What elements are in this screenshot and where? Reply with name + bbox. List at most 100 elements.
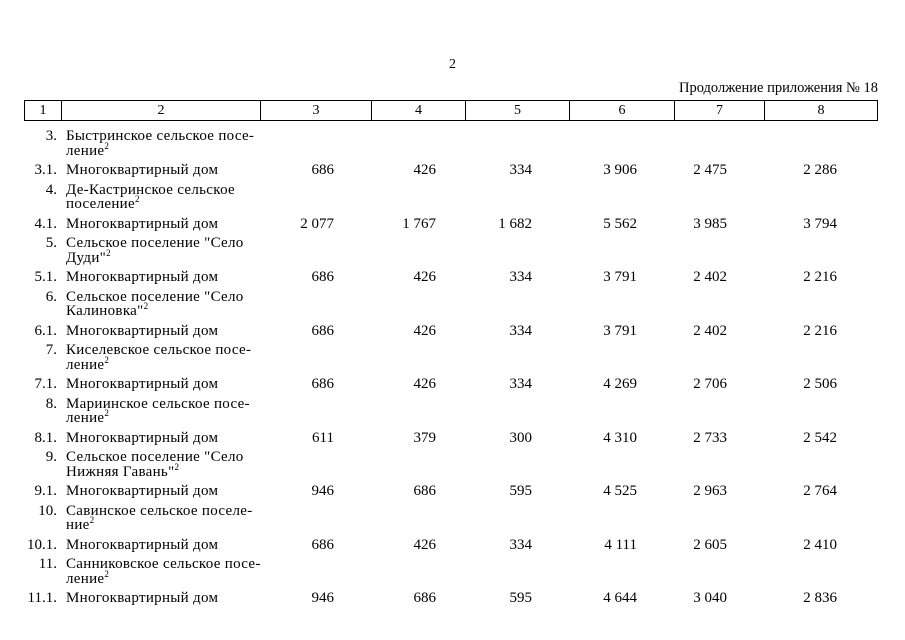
value-cell: 426: [413, 162, 437, 178]
value-cell: [261, 504, 372, 533]
value-cell: 2 402: [693, 322, 727, 339]
row-name-line-1: Многоквартирный дом: [66, 483, 219, 499]
value-cell: [372, 236, 466, 265]
row-name-line-1: Многоквартирный дом: [66, 215, 219, 232]
row-name-line-1: Многоквартирный дом: [66, 376, 219, 392]
settlement-row: 8. Мариинское сельское посе-ление2: [24, 395, 878, 426]
value-cell: [372, 129, 466, 158]
value-cell: 426: [413, 269, 437, 285]
value-cell: [261, 450, 372, 479]
value-cell: [675, 450, 765, 479]
value-cell: [261, 397, 372, 426]
settlement-row: 5. Сельское поселение "Село Дуди"2: [24, 236, 878, 266]
value-cell: [570, 343, 675, 372]
row-name-line-2: ние2: [66, 515, 95, 533]
value-cell: [570, 183, 675, 212]
value-cell: 4 269: [603, 376, 637, 392]
value-cell: 686: [413, 483, 437, 499]
value-cell: 595: [509, 590, 533, 606]
value-cell: [466, 450, 570, 479]
value-cell: [261, 290, 372, 319]
value-cell: 379: [413, 429, 437, 446]
value-cell: 3 040: [693, 590, 727, 606]
value-cell: 2 963: [693, 483, 727, 499]
row-number: 4.1.: [34, 215, 58, 232]
value-cell: [675, 557, 765, 586]
value-cell: 1 682: [498, 215, 532, 232]
row-number: 8.: [45, 395, 57, 412]
column-header-2: 2: [62, 100, 261, 121]
row-name-line-1: Киселевское сельское посе-: [66, 342, 252, 358]
value-cell: 334: [509, 269, 533, 285]
row-number: 7.1.: [34, 376, 58, 392]
value-cell: [570, 290, 675, 319]
row-name-line-1: Санниковское сельское посе-: [66, 556, 261, 572]
value-cell: 300: [509, 429, 533, 446]
value-cell: 2 733: [693, 429, 727, 446]
value-cell: [765, 450, 878, 479]
value-cell: 2 077: [300, 215, 334, 232]
row-name-line-2: ление2: [66, 408, 109, 426]
value-cell: [570, 504, 675, 533]
row-name-line-2: Дуди"2: [66, 247, 111, 266]
row-name-line-1: Многоквартирный дом: [66, 429, 219, 446]
building-row: 10.1. Многоквартирный дом 686 426 334 4 111 2 …: [24, 536, 878, 553]
value-cell: 426: [413, 536, 437, 553]
value-cell: 2 836: [803, 590, 837, 606]
row-number: 8.1.: [34, 429, 58, 446]
value-cell: 2 216: [803, 269, 837, 285]
row-name-line-2: ление2: [66, 354, 109, 373]
row-name: Санниковское сельское посе-ление2: [62, 557, 261, 586]
row-name: Многоквартирный дом: [62, 591, 261, 606]
row-name: Многоквартирный дом: [62, 163, 261, 178]
value-cell: [372, 557, 466, 586]
building-row: 4.1. Многоквартирный дом 2 077 1 767 1 682 5 …: [24, 215, 878, 232]
value-cell: [466, 183, 570, 212]
footnote-marker: 2: [106, 247, 111, 258]
row-name-line-1: Де-Кастринское сельское: [66, 181, 236, 198]
value-cell: 686: [311, 322, 335, 339]
value-cell: 334: [509, 322, 533, 339]
value-cell: [675, 236, 765, 265]
column-header-4: 4: [372, 100, 466, 121]
row-name: Многоквартирный дом: [62, 215, 261, 232]
value-cell: [372, 397, 466, 426]
row-name-line-1: Быстринское сельское посе-: [66, 128, 255, 144]
row-name-line-1: Мариинское сельское посе-: [66, 395, 250, 412]
value-cell: [675, 504, 765, 533]
column-header-1: 1: [24, 100, 62, 121]
row-name: Многоквартирный дом: [62, 377, 261, 392]
row-name-line-1: Многоквартирный дом: [66, 269, 219, 285]
row-number: 5.1.: [34, 269, 58, 285]
value-cell: [372, 450, 466, 479]
building-row: 3.1. Многоквартирный дом 686 426 334 3 906 2 4…: [24, 163, 878, 178]
row-number: 11.1.: [27, 590, 57, 606]
value-cell: 3 794: [803, 215, 837, 232]
value-cell: [570, 397, 675, 426]
value-cell: 4 111: [604, 536, 637, 553]
column-header-7: 7: [675, 100, 765, 121]
row-number: 6.: [45, 288, 57, 305]
value-cell: [261, 183, 372, 212]
value-cell: [261, 557, 372, 586]
row-name: Многоквартирный дом: [62, 270, 261, 285]
value-cell: [765, 397, 878, 426]
building-row: 7.1. Многоквартирный дом 686 426 334 4 269 2 7…: [24, 377, 878, 392]
value-cell: 611: [312, 429, 334, 446]
value-cell: 686: [311, 162, 335, 178]
row-name: Многоквартирный дом: [62, 323, 261, 339]
row-name: Мариинское сельское посе-ление2: [62, 395, 261, 426]
row-name: Киселевское сельское посе-ление2: [62, 343, 261, 372]
row-number: 4.: [45, 181, 57, 198]
value-cell: 2 402: [693, 269, 727, 285]
row-name-line-2: Нижняя Гавань"2: [66, 461, 179, 480]
column-header-3: 3: [261, 100, 372, 121]
value-cell: [765, 236, 878, 265]
value-cell: 1 767: [402, 215, 436, 232]
value-cell: 2 286: [803, 162, 837, 178]
row-name-line-2: ление2: [66, 568, 109, 587]
value-cell: 3 985: [693, 215, 727, 232]
value-cell: 334: [509, 536, 533, 553]
footnote-marker: 2: [104, 140, 109, 151]
value-cell: [372, 343, 466, 372]
